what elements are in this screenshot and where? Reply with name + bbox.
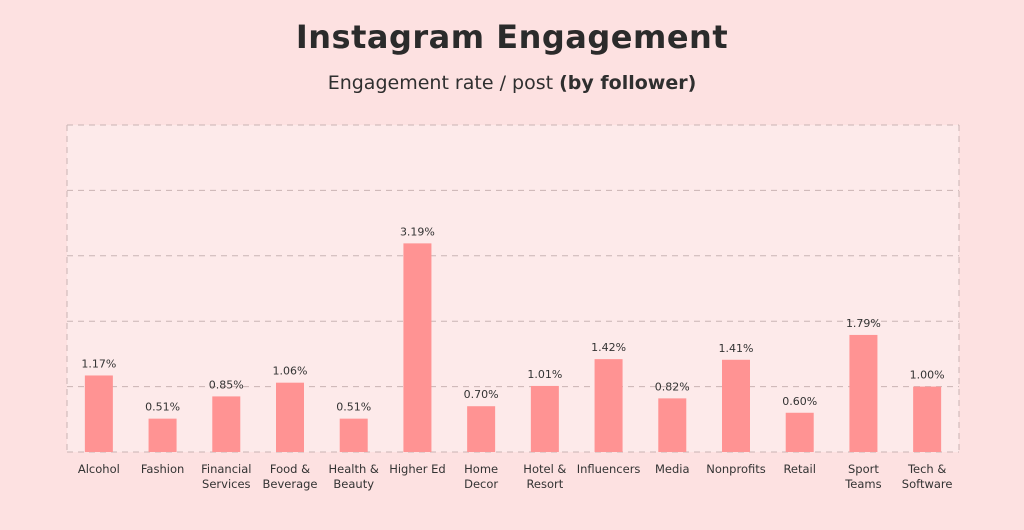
category-label: Nonprofits: [706, 462, 765, 476]
category-label-line: Retail: [783, 462, 816, 476]
value-label: 0.70%: [464, 388, 499, 401]
category-label: Health & Beauty: [329, 462, 379, 491]
category-label-line: Financial: [201, 462, 251, 476]
value-label: 1.00%: [910, 369, 945, 382]
category-label-line: Beverage: [263, 477, 318, 491]
plot-area: [67, 125, 959, 452]
category-label-line: Nonprofits: [706, 462, 765, 476]
category-label-line: Teams: [844, 477, 881, 491]
bar: [403, 243, 432, 452]
category-label-line: Resort: [526, 477, 563, 491]
category-label-line: Hotel &: [523, 462, 566, 476]
value-label: 3.19%: [400, 225, 435, 238]
bar: [594, 359, 623, 452]
bars: [84, 243, 942, 452]
category-label-line: Services: [202, 477, 251, 491]
bar: [785, 412, 814, 452]
category-label-line: Health &: [329, 462, 379, 476]
value-label: 0.82%: [655, 380, 690, 393]
value-label: 1.06%: [273, 365, 308, 378]
value-label: 0.60%: [782, 395, 817, 408]
bar: [148, 418, 177, 452]
bar: [84, 375, 113, 452]
category-label-line: Influencers: [577, 462, 641, 476]
category-label-line: Higher Ed: [389, 462, 445, 476]
category-label-line: Fashion: [141, 462, 184, 476]
category-label: Media: [655, 462, 690, 476]
value-label: 1.41%: [719, 342, 754, 355]
category-label: Tech & Software: [902, 462, 953, 491]
category-label: Alcohol: [78, 462, 120, 476]
bar: [276, 382, 304, 452]
value-label: 1.01%: [527, 368, 562, 381]
chart-subtitle: Engagement rate / post (by follower): [0, 72, 1024, 94]
value-label: 1.17%: [81, 357, 116, 370]
category-label-line: Tech &: [907, 462, 946, 476]
category-label: Fashion: [141, 462, 184, 476]
category-label: Hotel & Resort: [523, 462, 566, 491]
bar: [212, 396, 241, 452]
category-label-line: Alcohol: [78, 462, 120, 476]
category-label: Financial Services: [201, 462, 251, 491]
category-label: Sport Teams: [844, 462, 881, 491]
value-label: 1.42%: [591, 341, 626, 354]
category-label-line: Media: [655, 462, 690, 476]
value-label: 0.51%: [145, 401, 180, 414]
bar: [658, 398, 687, 452]
category-label-line: Food &: [270, 462, 310, 476]
chart-title: Instagram Engagement: [295, 18, 729, 56]
subtitle-text: Engagement rate / post: [327, 72, 554, 94]
value-label: 0.85%: [209, 378, 244, 391]
bar: [722, 359, 750, 452]
category-labels: Alcohol Fashion Financial Services Food & Bev…: [78, 462, 953, 491]
category-label: Food & Beverage: [263, 462, 318, 491]
bar: [339, 418, 368, 452]
value-label: 0.51%: [336, 401, 371, 414]
category-label: Influencers: [577, 462, 641, 476]
value-labels: 1.17% 0.51% 0.85% 1.06% 0.51% 3.19% 0.70% 1.01%…: [81, 225, 944, 413]
bar: [467, 406, 496, 452]
subtitle-bold-text: (by follower): [559, 72, 697, 94]
category-label-line: Beauty: [333, 477, 374, 491]
bar: [913, 386, 942, 452]
category-label-line: Decor: [464, 477, 498, 491]
category-label-line: Sport: [848, 462, 879, 476]
category-label-line: Home: [464, 462, 498, 476]
category-label: Retail: [783, 462, 816, 476]
bar: [530, 385, 559, 452]
category-label-line: Software: [902, 477, 953, 491]
value-label: 1.79%: [846, 317, 881, 330]
category-label: Home Decor: [464, 462, 498, 491]
category-label: Higher Ed: [389, 462, 445, 476]
bar: [849, 334, 878, 452]
